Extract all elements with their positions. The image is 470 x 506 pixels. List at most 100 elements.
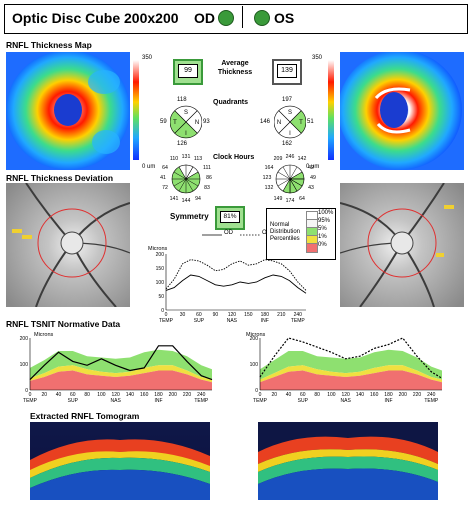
od-letter-n: N	[195, 120, 199, 126]
os-clock-h1: 142	[298, 156, 307, 162]
os-tsnit-xtick: 0	[259, 392, 262, 398]
legend-label-0: 0%	[318, 242, 327, 248]
legend-label-1: 1%	[318, 234, 327, 240]
quadrants-label: Quadrants	[213, 99, 249, 106]
od-tsnit-ytick: 200	[20, 336, 29, 342]
od-tsnit-chart: Microns 200 100 0 0 20 40 60 80 100 120 140 160 180…	[20, 332, 213, 404]
od-quadrant-chart: S T N I	[170, 105, 202, 139]
section-thickness-deviation: RNFL Thickness Deviation	[6, 173, 114, 183]
od-quad-i: 126	[177, 141, 188, 147]
od-clock-h5: 94	[195, 196, 201, 202]
od-clock-hours-chart: 131 110 113 64 111 41 86 72 83 141 144 9…	[160, 154, 212, 204]
os-letter-i: I	[289, 131, 291, 137]
od-quad-t: 59	[160, 119, 167, 125]
comparison-xtick: 30	[180, 312, 186, 318]
os-letter-t: T	[299, 120, 303, 126]
os-eye-dot[interactable]	[254, 10, 270, 26]
os-quadrant-chart: S N T I	[274, 105, 306, 139]
od-colorbar	[133, 60, 139, 160]
od-quad-n: 93	[203, 119, 210, 125]
os-tsnit-xtick: 220	[413, 392, 422, 398]
legend-label-100: 100%	[318, 210, 334, 216]
od-deviation-image	[6, 183, 130, 307]
os-clock-h10: 164	[265, 165, 274, 171]
os-tsnit-xtick: 100	[327, 392, 336, 398]
comparison-xtick: 240	[294, 312, 303, 318]
percentile-legend	[266, 208, 336, 260]
od-line-legend-label: OD	[224, 230, 233, 236]
os-tsnit-region-label: INF	[384, 398, 392, 404]
report-title: Optic Disc Cube 200x200	[12, 10, 179, 26]
od-clock-h3: 86	[206, 175, 212, 181]
od-letter-i: I	[185, 131, 187, 137]
od-clock-h12: 131	[182, 154, 191, 160]
os-tsnit-xtick: 60	[300, 392, 306, 398]
comparison-ytick: 150	[156, 266, 165, 272]
legend-title-2: Distribution	[270, 229, 301, 235]
section-tomogram: Extracted RNFL Tomogram	[30, 411, 140, 421]
os-tsnit-band-outside	[260, 370, 442, 390]
os-tsnit-region-label: NAS	[341, 398, 352, 404]
os-quad-i: 162	[282, 141, 293, 147]
comparison-xtick: 0	[165, 312, 168, 318]
os-tsnit-ytick: 100	[250, 362, 259, 368]
od-average-thickness-box: 99	[173, 59, 203, 85]
od-eye-dot[interactable]	[218, 10, 234, 26]
os-tsnit-chart: Microns 200 100 0 0 20 40 60 80 100 120 140 160 180…	[246, 332, 443, 404]
os-tsnit-ylabel: Microns	[246, 332, 266, 338]
section-thickness-map: RNFL Thickness Map	[6, 40, 92, 50]
comparison-region-label: NAS	[227, 318, 238, 324]
od-os-comparison-chart: Microns 200 150 100 50 0 0 30 60 90 120 150 180 210…	[148, 246, 307, 324]
od-tomogram	[30, 422, 210, 500]
comparison-region-label: TEMP	[291, 318, 306, 324]
od-colorbar-max: 350	[142, 55, 153, 61]
od-tsnit-region-label: TEMP	[194, 398, 209, 404]
os-thickness-map	[340, 52, 464, 170]
os-clock-h11: 209	[274, 156, 283, 162]
os-clock-h9: 123	[263, 175, 272, 181]
legend-title-1: Normal	[270, 222, 290, 228]
os-quad-n: 146	[260, 119, 271, 125]
os-tsnit-xtick: 240	[427, 392, 436, 398]
os-clock-h2: 42	[308, 165, 314, 171]
symmetry-label: Symmetry	[170, 212, 209, 221]
comparison-od-line	[165, 274, 307, 294]
os-tsnit-line	[259, 337, 443, 379]
comparison-ytick: 100	[156, 280, 165, 286]
od-tsnit-xtick: 60	[70, 392, 76, 398]
os-letter-n: N	[277, 120, 281, 126]
od-tsnit-xtick: 220	[183, 392, 192, 398]
od-tsnit-xtick: 120	[111, 392, 120, 398]
od-tsnit-region-label: NAS	[111, 398, 122, 404]
average-thickness-label-1: Average	[221, 60, 249, 67]
od-clock-h6: 144	[182, 198, 191, 204]
os-clock-h6: 174	[286, 198, 295, 204]
od-clock-h4: 83	[204, 185, 210, 191]
od-tsnit-xtick: 160	[140, 392, 149, 398]
od-label: OD	[194, 10, 215, 26]
os-tsnit-band-normal	[260, 349, 442, 380]
od-tsnit-band-borderline	[30, 365, 212, 383]
od-letter-s: S	[184, 110, 188, 116]
os-tsnit-ytick: 0	[255, 388, 258, 394]
od-quad-s: 118	[177, 97, 187, 103]
comparison-ytick: 200	[156, 252, 165, 258]
od-clock-h2: 111	[203, 165, 211, 171]
os-letter-s: S	[288, 110, 292, 116]
os-clock-h5: 64	[299, 196, 305, 202]
os-average-thickness-value: 139	[277, 64, 297, 78]
od-colorbar-min: 0 um	[142, 164, 156, 170]
os-tsnit-xtick: 80	[314, 392, 320, 398]
od-clock-h7: 141	[170, 196, 179, 202]
od-tsnit-xtick: 80	[84, 392, 90, 398]
legend-swatch-0	[306, 243, 318, 253]
od-tsnit-xtick: 200	[169, 392, 178, 398]
os-colorbar-min: 0 um	[306, 164, 320, 170]
os-deviation-image	[340, 183, 464, 307]
os-tsnit-xtick: 200	[399, 392, 408, 398]
os-colorbar	[328, 60, 334, 160]
od-clock-h1: 113	[194, 156, 202, 162]
od-tsnit-xtick: 140	[126, 392, 135, 398]
os-clock-hours-chart: 246 209 142 164 42 123 49 132 43 149 174…	[263, 154, 316, 204]
os-tsnit-xtick: 160	[370, 392, 379, 398]
